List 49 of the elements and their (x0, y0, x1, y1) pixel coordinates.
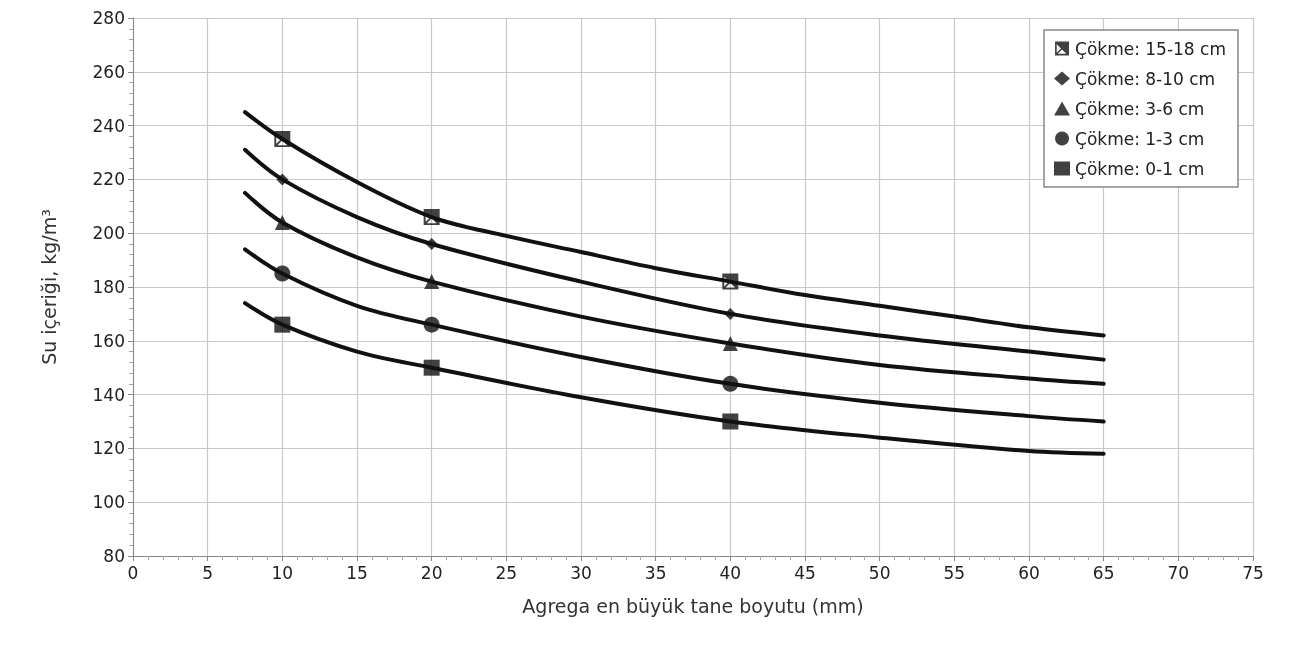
legend-label: Çökme: 15-18 cm (1075, 38, 1227, 59)
y-tick-label: 120 (92, 438, 125, 459)
x-tick-label: 20 (420, 562, 443, 583)
y-tick-label: 140 (92, 384, 125, 405)
line-series (243, 301, 1106, 456)
point (425, 237, 438, 250)
point (423, 359, 440, 376)
x-tick-label: 70 (1167, 562, 1190, 583)
point (274, 316, 291, 333)
x-tick-label: 65 (1092, 562, 1115, 583)
y-tick-label: 100 (92, 492, 125, 513)
x-tick-label: 25 (495, 562, 518, 583)
point (722, 375, 739, 392)
y-tick-label: 180 (92, 277, 125, 297)
legend-label: Çökme: 8-10 cm (1075, 68, 1216, 89)
x-tick-label: 45 (794, 562, 816, 583)
y-axis-title: Su içeriği, kg/m³ (37, 209, 60, 365)
x-tick-label: 0 (127, 562, 139, 583)
point (722, 335, 738, 351)
point (274, 214, 290, 230)
x-tick-label: 30 (570, 562, 592, 583)
x-axis-title: Agrega en büyük tane boyutu (mm) (522, 594, 864, 617)
line-series (243, 190, 1106, 386)
point (276, 173, 289, 186)
point (722, 413, 739, 430)
point (424, 274, 440, 290)
x-tick-label: 10 (271, 562, 294, 583)
legend-label: Çökme: 0-1 cm (1075, 158, 1205, 179)
x-tick-label: 35 (644, 562, 667, 583)
line-series (243, 247, 1106, 424)
point (724, 307, 737, 320)
point (423, 316, 440, 333)
x-tick-label: 55 (943, 562, 966, 583)
x-tick-label: 40 (719, 562, 742, 583)
x-tick-label: 60 (1018, 562, 1040, 583)
y-tick-label: 260 (92, 61, 125, 82)
x-tick-label: 5 (202, 562, 214, 583)
legend-label: Çökme: 3-6 cm (1075, 98, 1205, 119)
y-tick-label: 220 (92, 169, 125, 190)
x-tick-label: 50 (868, 562, 891, 583)
y-tick-label: 160 (92, 330, 125, 351)
x-tick-label: 75 (1242, 562, 1264, 583)
x-tick-label: 15 (346, 562, 368, 583)
y-tick-label: 80 (103, 546, 125, 566)
y-tick-label: 240 (92, 115, 125, 136)
y-tick-label: 280 (92, 8, 125, 28)
y-tick-label: 200 (92, 223, 125, 244)
point (274, 265, 291, 282)
legend-label: Çökme: 1-3 cm (1075, 128, 1205, 149)
